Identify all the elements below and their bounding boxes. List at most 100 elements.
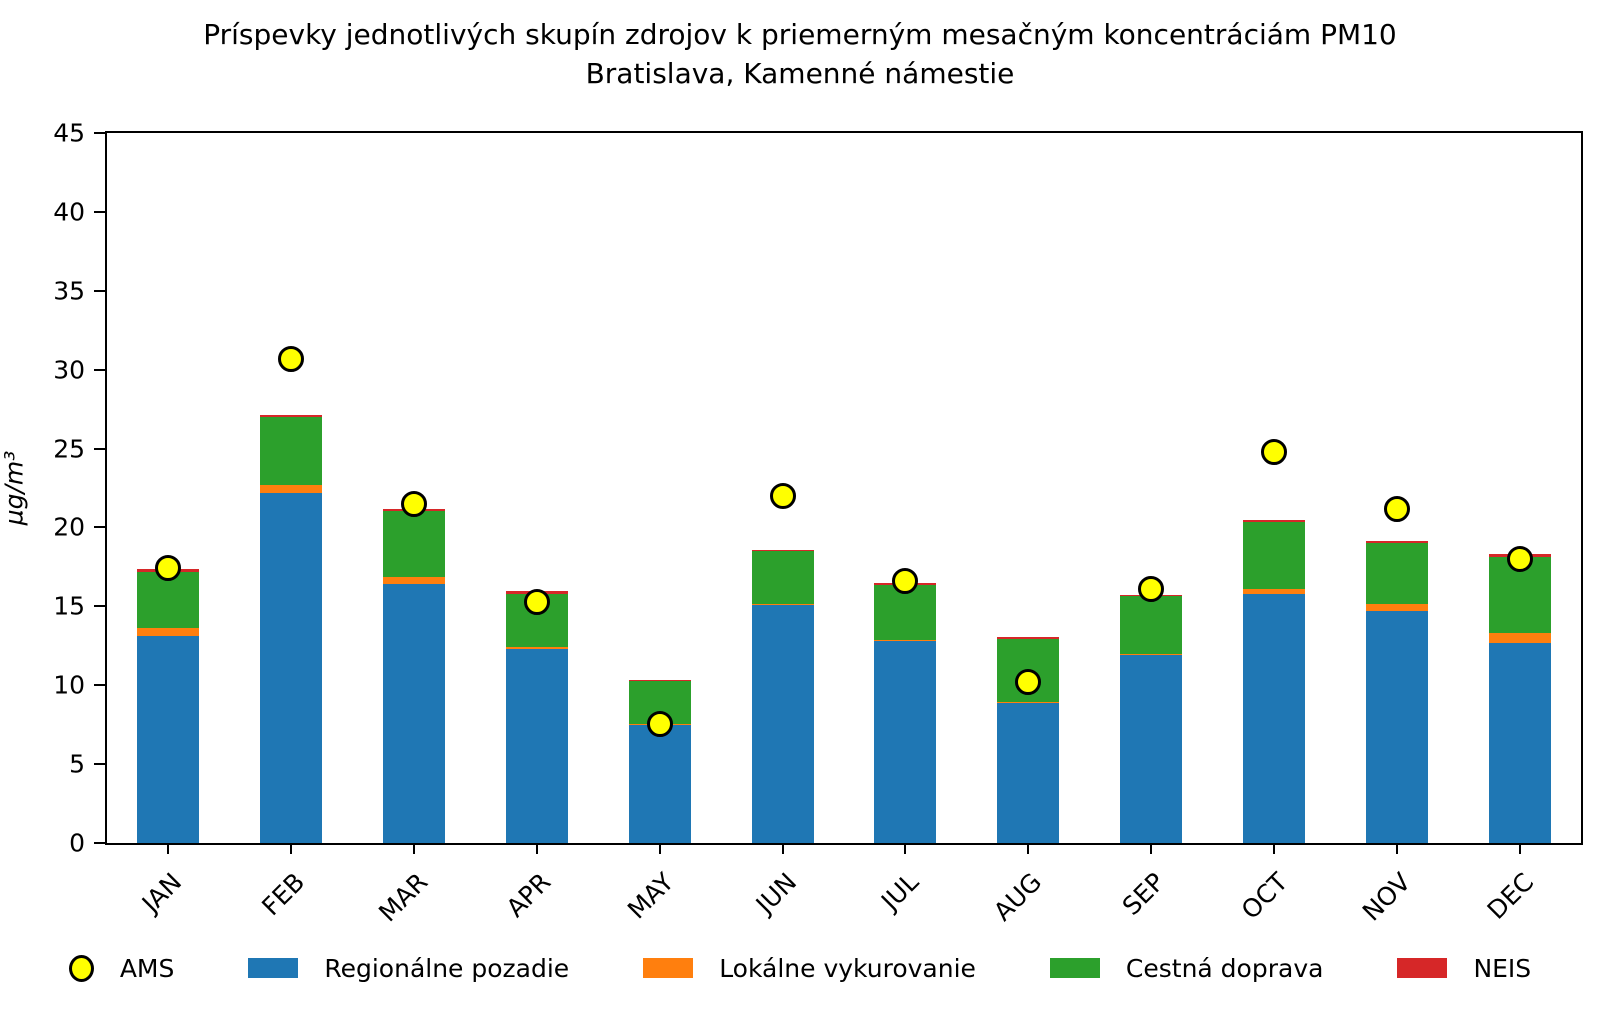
ams-marker-may xyxy=(646,710,673,737)
y-tick-label: 35 xyxy=(53,276,85,306)
ams-marker-sep xyxy=(1138,575,1165,602)
x-tick-mark xyxy=(535,843,538,854)
y-tick-mark xyxy=(94,368,105,371)
bar-segment-cestn-doprava-sep xyxy=(1120,596,1183,654)
ams-marker-jan xyxy=(155,555,182,582)
bar-segment-lok-lne-vykurovanie-mar xyxy=(383,577,446,585)
x-tick-mark xyxy=(290,843,293,854)
bar-segment-region-lne-pozadie-mar xyxy=(383,584,446,843)
x-tick-mark xyxy=(781,843,784,854)
bar-segment-lok-lne-vykurovanie-dec xyxy=(1488,633,1551,643)
bar-segment-neis-nov xyxy=(1365,540,1428,544)
y-tick-mark xyxy=(94,763,105,766)
y-tick-label: 15 xyxy=(53,591,85,621)
bar-segment-cestn-doprava-oct xyxy=(1242,521,1305,589)
legend-label-lok-lne-vykurovanie: Lokálne vykurovanie xyxy=(719,953,976,983)
y-tick-label: 10 xyxy=(53,670,85,700)
bar-segment-region-lne-pozadie-jul xyxy=(874,641,937,843)
bar-segment-lok-lne-vykurovanie-aug xyxy=(997,701,1060,703)
y-tick-label: 40 xyxy=(53,197,85,227)
legend-label-ams: AMS xyxy=(119,953,175,983)
y-tick-label: 45 xyxy=(53,118,85,148)
legend-swatch-cestn-doprava xyxy=(1049,958,1100,978)
x-tick-label-nov: NOV xyxy=(1356,867,1417,927)
bar-segment-region-lne-pozadie-apr xyxy=(505,648,568,843)
y-tick-label: 20 xyxy=(53,512,85,542)
legend-label-neis: NEIS xyxy=(1473,953,1532,983)
bar-segment-cestn-doprava-jul xyxy=(874,585,937,641)
legend-item-ams: AMS xyxy=(68,953,175,983)
legend-item-cestn-doprava: Cestná doprava xyxy=(1049,953,1324,983)
bar-segment-region-lne-pozadie-nov xyxy=(1365,611,1428,843)
ams-marker-jun xyxy=(769,482,796,509)
legend-swatch-lok-lne-vykurovanie xyxy=(643,958,694,978)
y-tick-mark xyxy=(94,526,105,529)
x-tick-label-aug: AUG xyxy=(988,867,1048,927)
x-tick-label-may: MAY xyxy=(621,867,680,925)
y-tick-mark xyxy=(94,605,105,608)
legend-swatch-region-lne-pozadie xyxy=(248,958,299,978)
ams-marker-apr xyxy=(523,588,550,615)
legend-label-region-lne-pozadie: Regionálne pozadie xyxy=(324,953,570,983)
x-tick-label-jun: JUN xyxy=(749,867,802,920)
legend-item-region-lne-pozadie: Regionálne pozadie xyxy=(248,954,569,983)
y-tick-mark xyxy=(94,684,105,687)
x-tick-label-sep: SEP xyxy=(1116,867,1171,921)
legend-item-neis: NEIS xyxy=(1397,954,1531,983)
x-tick-label-mar: MAR xyxy=(373,867,434,928)
x-tick-label-jan: JAN xyxy=(136,867,188,918)
bar-segment-region-lne-pozadie-aug xyxy=(997,702,1060,843)
y-tick-label: 0 xyxy=(69,828,85,858)
bar-segment-region-lne-pozadie-jan xyxy=(137,636,200,843)
bar-segment-lok-lne-vykurovanie-jan xyxy=(137,628,200,637)
x-tick-mark xyxy=(1518,843,1521,854)
legend-swatch-neis xyxy=(1397,958,1448,978)
bar-segment-lok-lne-vykurovanie-jul xyxy=(874,640,937,642)
legend-item-lok-lne-vykurovanie: Lokálne vykurovanie xyxy=(643,954,976,983)
x-tick-label-jul: JUL xyxy=(876,867,925,916)
y-tick-mark xyxy=(94,132,105,134)
y-tick-mark xyxy=(94,842,105,844)
bar-segment-region-lne-pozadie-sep xyxy=(1120,655,1183,843)
ams-marker-oct xyxy=(1260,438,1287,465)
chart-title: Príspevky jednotlivých skupín zdrojov k … xyxy=(0,16,1600,93)
y-tick-label: 25 xyxy=(53,434,85,464)
bar-segment-neis-jun xyxy=(751,549,814,552)
chart-title-line2: Bratislava, Kamenné námestie xyxy=(585,56,1015,90)
ams-marker-dec xyxy=(1506,546,1533,572)
y-tick-mark xyxy=(94,289,105,292)
plot-area: 0 5 10 15 20 25 30 35 40 45 JAN FEB MAR APR MAY JUN JUL A… xyxy=(53,119,1583,927)
bar-segment-region-lne-pozadie-may xyxy=(628,724,691,843)
bar-segment-neis-oct xyxy=(1242,519,1305,522)
bar-segment-region-lne-pozadie-oct xyxy=(1242,593,1305,843)
bar-segment-lok-lne-vykurovanie-oct xyxy=(1242,589,1305,594)
x-tick-mark xyxy=(1027,843,1030,854)
ams-marker-aug xyxy=(1015,669,1042,696)
bar-segment-neis-may xyxy=(628,679,691,682)
x-tick-mark xyxy=(167,843,170,854)
bar-segment-cestn-doprava-mar xyxy=(383,510,446,578)
y-tick-mark xyxy=(94,210,105,213)
x-tick-mark xyxy=(413,843,416,854)
bar-segment-cestn-doprava-feb xyxy=(260,417,323,485)
ams-marker-mar xyxy=(401,490,428,517)
bar-segment-cestn-doprava-nov xyxy=(1365,543,1428,604)
bar-segment-region-lne-pozadie-feb xyxy=(260,492,323,843)
y-tick-label: 5 xyxy=(69,749,85,779)
bar-segment-lok-lne-vykurovanie-sep xyxy=(1120,653,1183,656)
bar-segment-cestn-doprava-jun xyxy=(751,551,814,604)
x-tick-mark xyxy=(1150,843,1153,854)
ams-marker-jul xyxy=(892,568,919,595)
legend-label-cestn-doprava: Cestná doprava xyxy=(1125,953,1324,983)
bar-segment-lok-lne-vykurovanie-apr xyxy=(505,646,568,649)
y-axis-label: µg/m³ xyxy=(0,450,29,526)
x-tick-label-oct: OCT xyxy=(1235,867,1294,925)
y-tick-mark xyxy=(94,447,105,450)
legend-marker-icon xyxy=(68,954,94,982)
bar-segment-region-lne-pozadie-jun xyxy=(751,604,814,843)
ams-marker-nov xyxy=(1383,495,1410,522)
x-tick-mark xyxy=(1395,843,1398,854)
y-tick-label: 30 xyxy=(53,355,85,385)
bar-segment-neis-aug xyxy=(997,637,1060,639)
